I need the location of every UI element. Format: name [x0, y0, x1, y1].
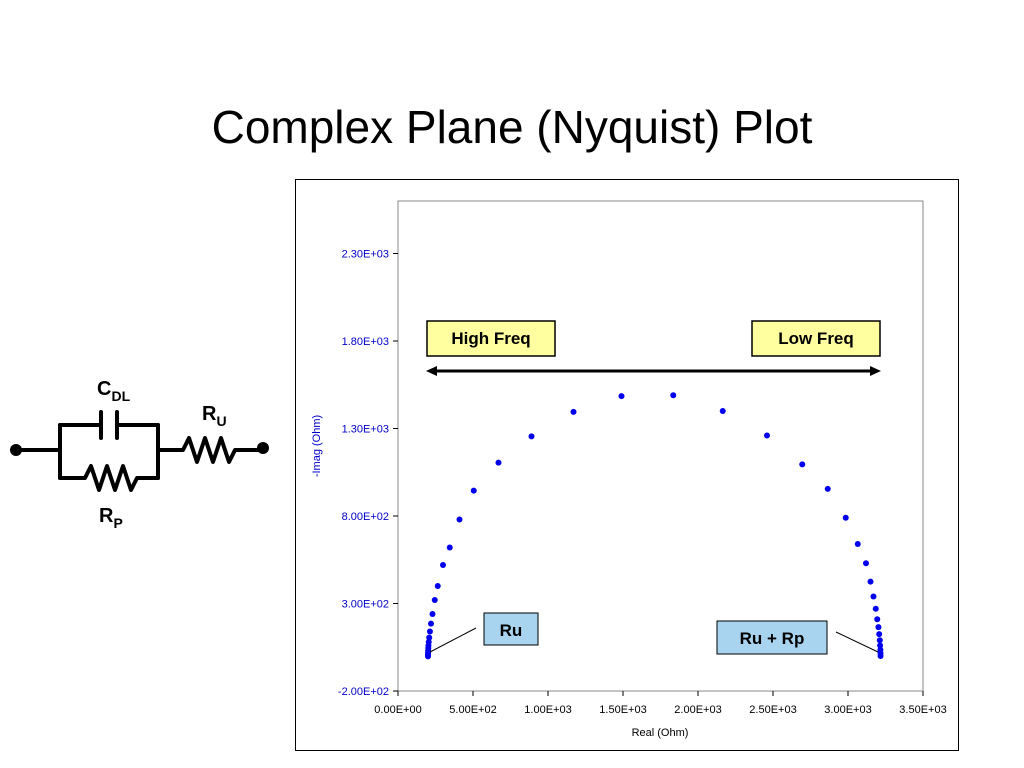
data-point: [842, 514, 849, 521]
slide-title: Complex Plane (Nyquist) Plot: [211, 101, 813, 153]
y-tick-label: 3.00E+02: [342, 599, 389, 611]
data-point: [870, 593, 877, 600]
data-point: [426, 628, 433, 635]
x-tick-label: 2.00E+03: [674, 704, 721, 716]
cdl-label: CDL: [97, 378, 131, 404]
data-point: [764, 432, 770, 439]
ru-callout: Ru: [429, 612, 539, 653]
data-point: [618, 393, 625, 400]
resistor-ru: [156, 436, 264, 464]
ru-callout-label: Ru: [500, 621, 523, 640]
x-tick-label: 1.00E+03: [524, 704, 571, 716]
data-point: [446, 544, 453, 551]
x-tick-label: 3.00E+03: [824, 704, 871, 716]
data-point: [670, 392, 677, 399]
data-point: [528, 433, 535, 440]
data-point: [495, 459, 502, 466]
y-tick-label: -2.00E+02: [338, 686, 389, 698]
data-point: [456, 516, 463, 523]
data-point: [824, 485, 831, 492]
low-freq-label: Low Freq: [778, 329, 854, 348]
data-point: [428, 620, 434, 627]
data-point: [863, 560, 869, 567]
data-point: [426, 634, 433, 641]
frequency-direction-arrow: [426, 366, 881, 376]
x-tick-label: 2.50E+03: [749, 704, 796, 716]
y-tick-label: 1.30E+03: [342, 424, 389, 436]
data-point: [874, 616, 881, 623]
data-point: [440, 562, 446, 568]
ru-rp-callout: Ru + Rp: [716, 620, 879, 655]
y-tick-label: 2.30E+03: [342, 249, 389, 261]
data-point: [431, 597, 438, 603]
high-freq-label: High Freq: [451, 329, 530, 348]
data-point: [470, 487, 477, 494]
nyquist-chart: -2.00E+02 3.00E+02 8.00E+02 1.30E+03 1.80E+0…: [311, 200, 947, 739]
data-point: [570, 408, 577, 415]
data-point: [877, 642, 884, 649]
data-point: [872, 605, 879, 612]
data-point: [434, 583, 441, 589]
data-point: [876, 631, 883, 638]
data-point: [876, 637, 883, 644]
rp-label: RP: [99, 505, 123, 531]
y-tick-label: 8.00E+02: [342, 511, 389, 523]
data-point: [875, 624, 882, 631]
x-tick-label: 3.50E+03: [899, 704, 946, 716]
x-tick-label: 5.00E+02: [449, 704, 496, 716]
left-terminal: [10, 444, 22, 456]
resistor-rp: [58, 464, 160, 492]
y-tick-label: 1.80E+03: [342, 336, 389, 348]
x-axis-title: Real (Ohm): [632, 727, 689, 739]
ru-rp-callout-label: Ru + Rp: [740, 629, 805, 648]
y-axis-title: -Imag (Ohm): [311, 415, 323, 477]
plot-area: [397, 200, 924, 692]
right-terminal: [257, 442, 269, 454]
x-tick-label: 0.00E+00: [374, 704, 421, 716]
low-freq-label-box: Low Freq: [751, 320, 881, 357]
x-tick-label: 1.50E+03: [599, 704, 646, 716]
chart-frame: -2.00E+02 3.00E+02 8.00E+02 1.30E+03 1.80E+0…: [295, 179, 959, 751]
data-point: [425, 639, 432, 645]
high-freq-label-box: High Freq: [426, 320, 556, 357]
data-point: [854, 541, 861, 547]
data-point: [867, 578, 874, 585]
data-point: [719, 408, 726, 414]
data-point: [877, 653, 884, 659]
ru-label: RU: [202, 403, 227, 429]
equivalent-circuit-diagram: CDL RU RP: [10, 378, 269, 531]
data-point: [429, 611, 436, 617]
data-point: [799, 461, 806, 468]
